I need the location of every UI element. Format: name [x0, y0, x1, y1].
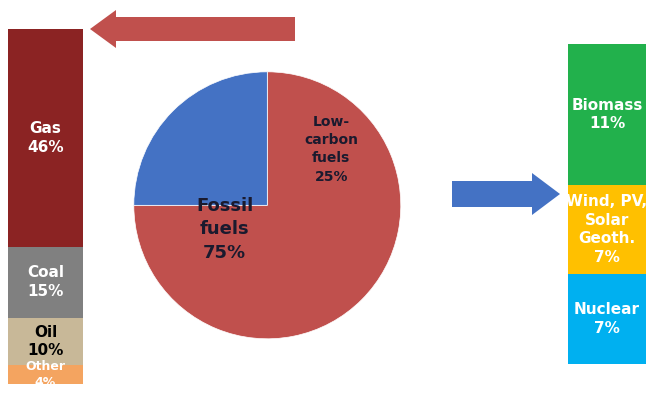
FancyBboxPatch shape	[568, 274, 646, 364]
Text: Gas
46%: Gas 46%	[27, 121, 64, 155]
Text: Low-
carbon
fuels
25%: Low- carbon fuels 25%	[305, 115, 358, 184]
Text: Fossil
fuels
75%: Fossil fuels 75%	[196, 197, 253, 262]
Wedge shape	[133, 72, 400, 339]
FancyArrow shape	[452, 173, 560, 215]
Text: Oil
10%: Oil 10%	[27, 325, 64, 358]
FancyBboxPatch shape	[8, 318, 83, 365]
FancyBboxPatch shape	[8, 29, 83, 247]
Text: Wind, PV,
Solar
Geoth.
7%: Wind, PV, Solar Geoth. 7%	[566, 194, 647, 265]
FancyArrow shape	[90, 10, 295, 48]
Text: Biomass
11%: Biomass 11%	[572, 98, 643, 131]
Text: Coal
15%: Coal 15%	[27, 265, 64, 299]
FancyBboxPatch shape	[568, 44, 646, 185]
FancyBboxPatch shape	[8, 365, 83, 384]
Text: Nuclear
7%: Nuclear 7%	[574, 303, 640, 336]
Text: Other
4%: Other 4%	[25, 360, 65, 389]
FancyBboxPatch shape	[568, 185, 646, 274]
Wedge shape	[133, 72, 268, 205]
FancyBboxPatch shape	[8, 247, 83, 318]
